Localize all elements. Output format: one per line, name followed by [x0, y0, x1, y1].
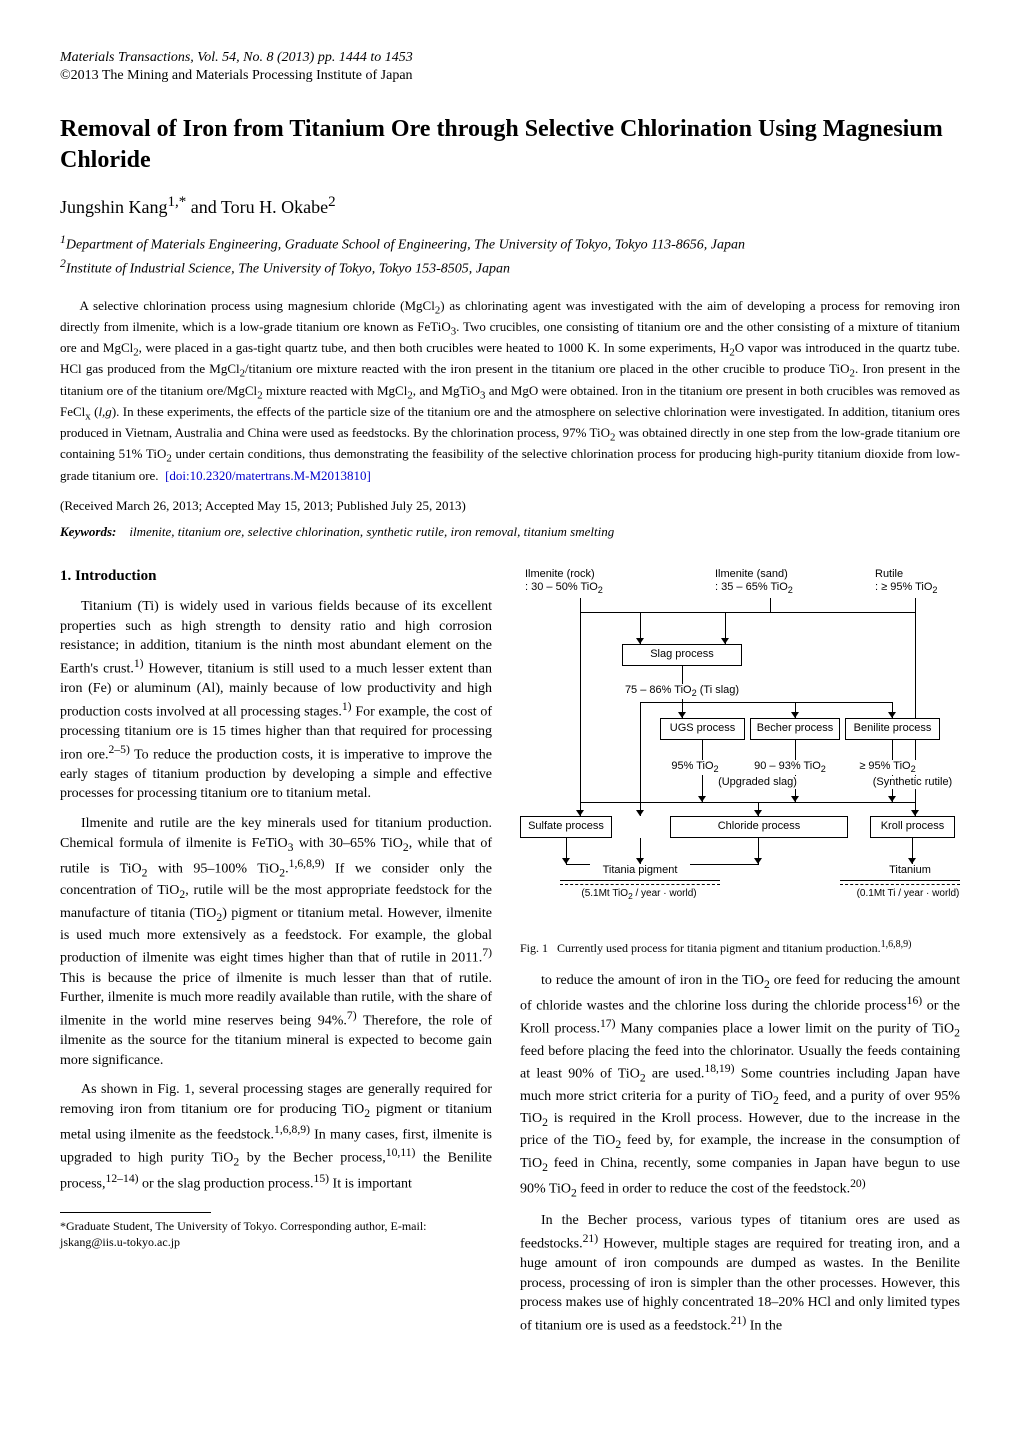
- abstract-text: A selective chlorination process using m…: [60, 298, 960, 483]
- flowchart-label-ti-ge95: ≥ 95% TiO2: [850, 760, 925, 775]
- flowchart-box-sulfate-process: Sulfate process: [520, 816, 612, 838]
- flowchart-label-synthetic-rutile: (Synthetic rutile): [865, 776, 960, 789]
- flowchart-label-titania-pigment: Titania pigment: [590, 864, 690, 877]
- intro-paragraph-3: As shown in Fig. 1, several processing s…: [60, 1080, 492, 1194]
- flowchart-box-slag-process: Slag process: [622, 644, 742, 666]
- flowchart-box-benilite-process: Benilite process: [845, 718, 940, 740]
- journal-header: Materials Transactions, Vol. 54, No. 8 (…: [60, 50, 960, 66]
- copyright: ©2013 The Mining and Materials Processin…: [60, 68, 960, 84]
- flowchart-line: [580, 598, 581, 816]
- two-column-layout: 1. Introduction Titanium (Ti) is widely …: [60, 568, 960, 1346]
- flowchart-box-kroll-process: Kroll process: [870, 816, 955, 838]
- abstract: A selective chlorination process using m…: [60, 297, 960, 484]
- flowchart-label-ti-slag: 75 – 86% TiO2 (Ti slag): [612, 684, 752, 699]
- intro-paragraph-2: Ilmenite and rutile are the key minerals…: [60, 814, 492, 1070]
- keywords-label: Keywords:: [60, 524, 116, 539]
- authors: Jungshin Kang1,* and Toru H. Okabe2: [60, 194, 960, 218]
- doi-link[interactable]: [doi:10.2320/matertrans.M-M2013810]: [165, 468, 371, 483]
- flowchart-label-pigment-amount: (5.1Mt TiO2 / year · world): [568, 888, 710, 901]
- flowchart-label-titanium-amount: (0.1Mt Ti / year · world): [848, 888, 968, 900]
- flowchart-box-ugs-process: UGS process: [660, 718, 745, 740]
- figure-1-caption: Fig. 1 Currently used process for titani…: [520, 938, 960, 957]
- received-dates: (Received March 26, 2013; Accepted May 1…: [60, 498, 960, 514]
- left-column: 1. Introduction Titanium (Ti) is widely …: [60, 568, 492, 1346]
- flowchart-arrow: [562, 858, 570, 864]
- flowchart-line: [640, 702, 641, 816]
- section-1-heading: 1. Introduction: [60, 568, 492, 585]
- footnote-separator: [60, 1212, 211, 1213]
- flowchart-arrow: [791, 796, 799, 802]
- affiliation-2: 2Institute of Industrial Science, The Un…: [60, 256, 960, 279]
- right-column: Ilmenite (rock): 30 – 50% TiO2 Ilmenite (…: [520, 568, 960, 1346]
- flowchart-line: [580, 612, 916, 613]
- flowchart-label-rutile: Rutile: ≥ 95% TiO2: [875, 568, 960, 596]
- flowchart-line: [770, 598, 771, 612]
- flowchart-box-becher-process: Becher process: [750, 718, 840, 740]
- flowchart-label-upgraded-slag: (Upgraded slag): [710, 776, 805, 789]
- right-paragraph-1: to reduce the amount of iron in the TiO2…: [520, 971, 960, 1202]
- flowchart-label-ti95: 95% TiO2: [665, 760, 725, 775]
- figure-1: Ilmenite (rock): 30 – 50% TiO2 Ilmenite (…: [520, 568, 960, 957]
- flowchart-arrow: [754, 858, 762, 864]
- flowchart-label-titanium: Titanium: [880, 864, 940, 877]
- keywords-text: ilmenite, titanium ore, selective chlori…: [120, 524, 615, 539]
- intro-paragraph-1: Titanium (Ti) is widely used in various …: [60, 597, 492, 804]
- paper-title: Removal of Iron from Titanium Ore throug…: [60, 114, 960, 176]
- flowchart-arrow: [888, 796, 896, 802]
- flowchart-line: [560, 880, 720, 881]
- flowchart-label-ti9093: 90 – 93% TiO2: [745, 760, 835, 775]
- flowchart-line: [640, 702, 893, 703]
- flowchart-box-chloride-process: Chloride process: [670, 816, 848, 838]
- affiliation-1: 1Department of Materials Engineering, Gr…: [60, 232, 960, 255]
- flowchart-label-ilmenite-sand: Ilmenite (sand): 35 – 65% TiO2: [715, 568, 825, 596]
- flowchart-label-ilmenite-rock: Ilmenite (rock): 30 – 50% TiO2: [525, 568, 635, 596]
- flowchart-dashed-line: [560, 884, 720, 885]
- flowchart-arrow: [636, 810, 644, 816]
- flowchart-arrow: [698, 796, 706, 802]
- flowchart-line: [580, 802, 916, 803]
- flowchart-line: [840, 880, 960, 881]
- flowchart: Ilmenite (rock): 30 – 50% TiO2 Ilmenite (…: [520, 568, 960, 928]
- footnote: *Graduate Student, The University of Tok…: [60, 1219, 492, 1250]
- flowchart-dashed-line: [840, 884, 960, 885]
- keywords: Keywords: ilmenite, titanium ore, select…: [60, 524, 960, 540]
- affiliations: 1Department of Materials Engineering, Gr…: [60, 232, 960, 279]
- right-paragraph-2: In the Becher process, various types of …: [520, 1211, 960, 1336]
